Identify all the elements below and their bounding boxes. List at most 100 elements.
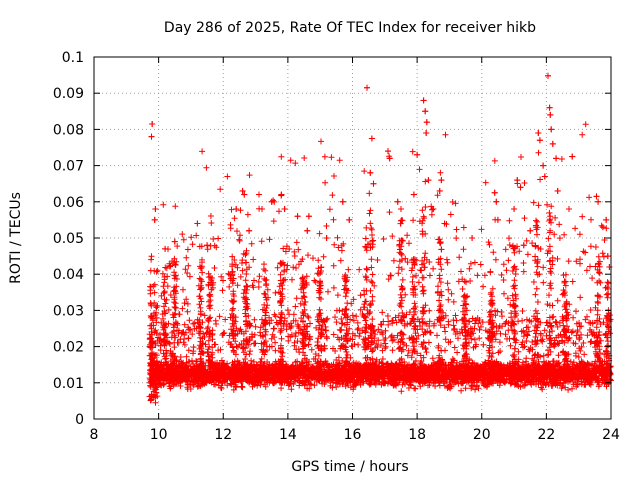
data-point xyxy=(386,155,393,162)
data-point xyxy=(441,220,448,227)
data-point xyxy=(565,206,572,213)
data-point xyxy=(239,187,246,194)
data-point xyxy=(294,213,301,220)
data-point xyxy=(493,198,500,205)
x-tick-label: 8 xyxy=(90,427,99,443)
data-point xyxy=(469,235,476,241)
data-point xyxy=(149,120,156,127)
data-point xyxy=(259,206,266,213)
y-tick-label: 0.01 xyxy=(53,376,84,392)
y-tick-label: 0.02 xyxy=(53,340,84,356)
data-point xyxy=(494,216,501,223)
data-point xyxy=(536,137,543,144)
data-point xyxy=(233,206,240,213)
data-point xyxy=(546,104,553,111)
x-axis-label: GPS time / hours xyxy=(291,459,408,475)
grid-lines xyxy=(94,57,611,419)
data-point xyxy=(547,111,554,118)
data-point xyxy=(527,227,534,234)
data-point xyxy=(553,155,560,162)
chart-title: Day 286 of 2025, Rate Of TEC Index for r… xyxy=(164,20,536,36)
data-point xyxy=(241,191,248,198)
data-point xyxy=(323,235,330,241)
data-point xyxy=(548,126,555,133)
data-point xyxy=(420,97,427,104)
data-points xyxy=(146,72,614,406)
axis-ticks xyxy=(93,56,612,420)
data-point xyxy=(603,216,610,223)
y-tick-label: 0.09 xyxy=(53,86,84,102)
data-point xyxy=(549,140,556,147)
x-tick-label: 14 xyxy=(279,427,297,443)
data-point xyxy=(364,84,371,91)
data-point xyxy=(397,206,404,213)
data-point xyxy=(491,189,498,196)
data-point xyxy=(339,198,346,205)
x-tick-label: 16 xyxy=(344,427,362,443)
data-point xyxy=(554,187,561,194)
x-tick-label: 12 xyxy=(214,427,232,443)
y-tick-label: 0.07 xyxy=(53,159,84,175)
data-point xyxy=(394,198,401,205)
data-point xyxy=(422,108,429,115)
data-point xyxy=(511,206,518,213)
data-point xyxy=(346,216,353,223)
data-point xyxy=(304,227,311,234)
y-tick-label: 0.06 xyxy=(53,195,84,211)
data-point xyxy=(278,191,285,198)
data-point xyxy=(194,220,201,227)
data-point xyxy=(520,242,527,249)
data-point xyxy=(514,177,521,184)
data-point xyxy=(152,206,159,213)
scatter-markers xyxy=(146,72,614,406)
data-point xyxy=(410,191,417,198)
data-point xyxy=(604,253,611,260)
data-point xyxy=(385,148,392,155)
data-point xyxy=(438,177,445,184)
x-tick-label: 24 xyxy=(602,427,620,443)
data-point xyxy=(162,245,169,252)
x-tick-label: 18 xyxy=(408,427,426,443)
data-point xyxy=(582,249,589,256)
data-point xyxy=(423,119,430,126)
y-tick-label: 0.03 xyxy=(53,303,84,319)
data-point xyxy=(151,216,158,223)
data-point xyxy=(544,72,551,79)
data-point xyxy=(367,169,374,176)
data-point xyxy=(595,198,602,205)
data-point xyxy=(569,153,576,160)
y-tick-label: 0.1 xyxy=(62,50,84,66)
data-point xyxy=(423,130,430,137)
data-point xyxy=(593,193,600,200)
data-point xyxy=(540,162,547,169)
data-point xyxy=(171,238,178,245)
data-point xyxy=(370,180,377,187)
data-point xyxy=(414,151,421,158)
data-point xyxy=(599,224,606,231)
x-tick-label: 10 xyxy=(150,427,168,443)
x-tick-label: 22 xyxy=(537,427,555,443)
data-point xyxy=(535,130,542,137)
data-point xyxy=(368,135,375,142)
data-point xyxy=(281,206,288,213)
y-tick-label: 0.04 xyxy=(53,267,84,283)
data-point xyxy=(430,206,437,213)
y-tick-labels: 0 0.01 0.02 0.03 0.04 0.05 0.06 0.07 0.08 0.09 0.1 xyxy=(53,50,84,428)
x-tick-labels: 8 10 12 14 16 18 20 22 24 xyxy=(90,427,620,443)
data-point xyxy=(246,227,253,234)
y-tick-label: 0 xyxy=(75,412,84,428)
data-point xyxy=(305,213,312,220)
data-point xyxy=(541,173,548,180)
data-point xyxy=(204,242,211,249)
data-point xyxy=(268,198,275,205)
data-point xyxy=(425,177,432,184)
y-tick-label: 0.05 xyxy=(53,231,84,247)
data-point xyxy=(517,184,524,191)
data-point xyxy=(436,187,443,194)
y-axis-label: ROTI / TECUs xyxy=(8,192,24,284)
y-tick-label: 0.08 xyxy=(53,122,84,138)
x-tick-label: 20 xyxy=(473,427,491,443)
data-point xyxy=(148,133,155,140)
